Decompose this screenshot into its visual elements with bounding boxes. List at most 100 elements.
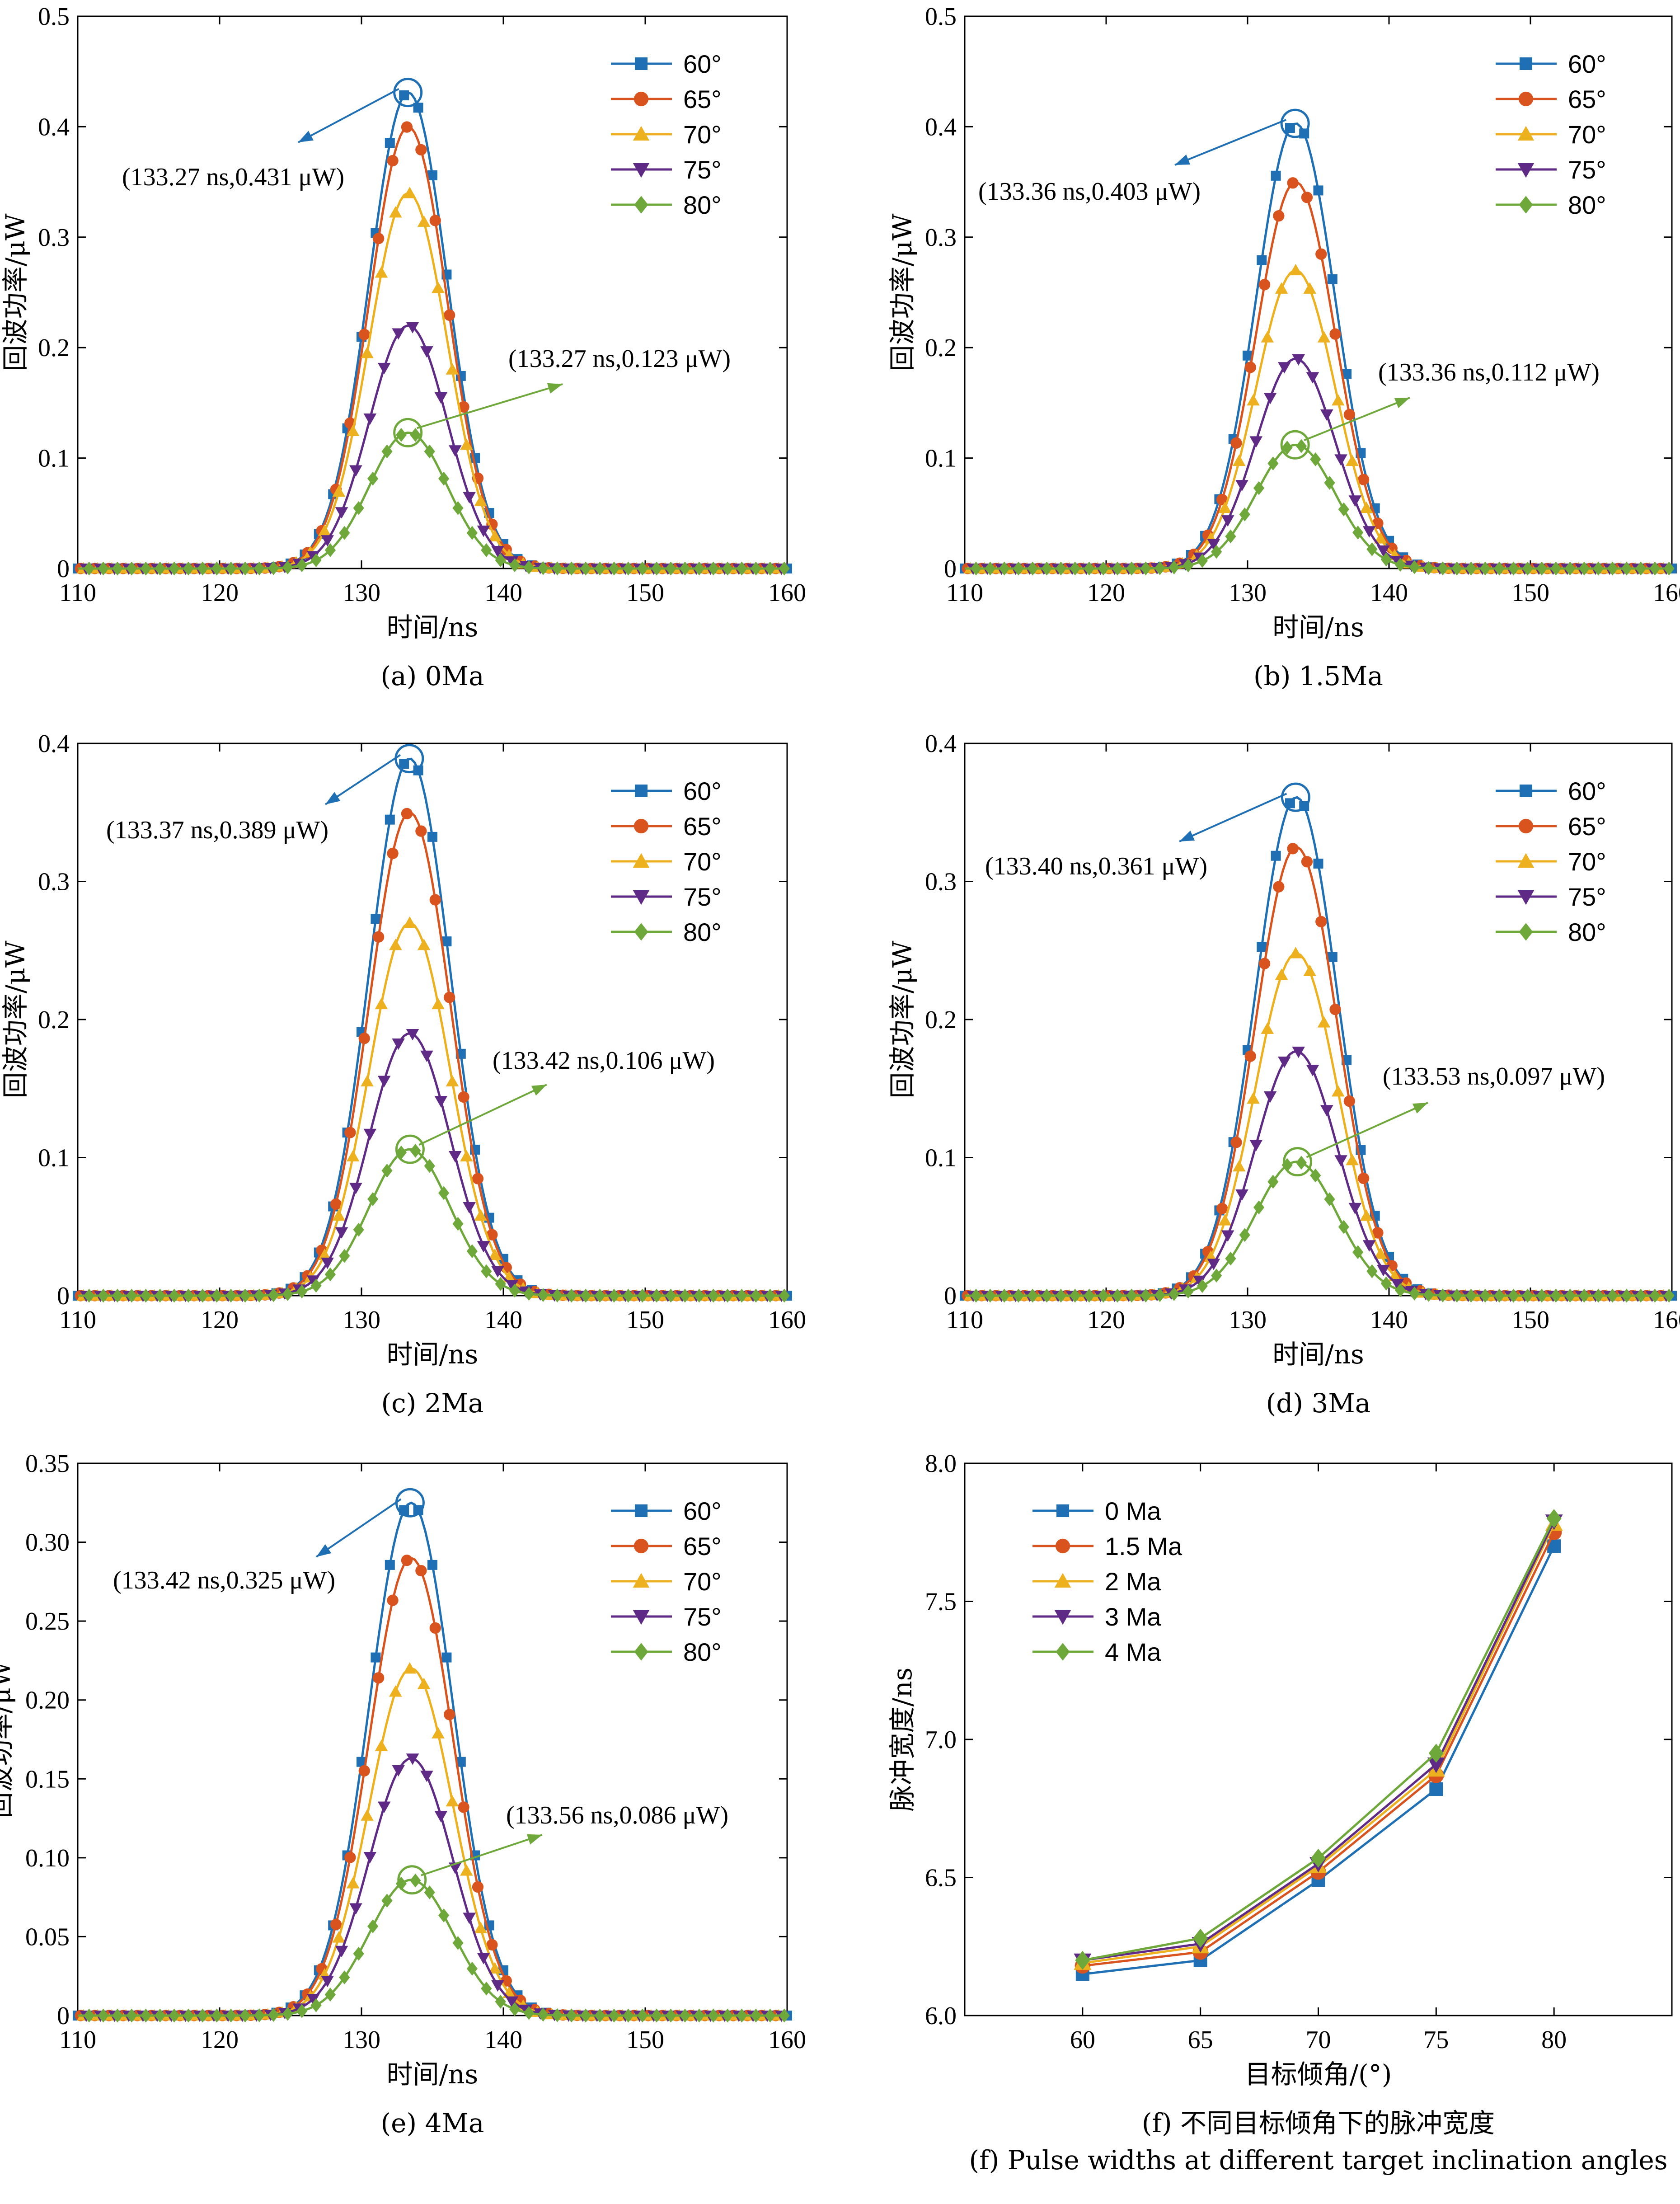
data-point [1427, 1757, 1445, 1773]
x-tick-label: 130 [1229, 579, 1267, 607]
data-point [84, 561, 95, 576]
data-point [282, 1287, 293, 1301]
plot-frame [77, 15, 788, 569]
legend-label: 65° [683, 1532, 722, 1560]
data-point [432, 281, 445, 293]
data-point [537, 561, 549, 575]
legend-marker [1517, 163, 1535, 178]
y-tick-label: 0.2 [925, 1006, 957, 1034]
data-point [344, 1852, 356, 1863]
series-line [965, 1161, 1672, 1297]
data-point [1578, 561, 1590, 576]
data-point [452, 501, 464, 515]
y-tick-label: 0.2 [38, 1006, 70, 1034]
legend-label: 65° [1568, 85, 1606, 113]
data-point [387, 155, 399, 167]
x-tick-label: 110 [59, 2026, 96, 2054]
data-point [1211, 1269, 1222, 1283]
panel-caption: (e) 4Ma [381, 2108, 484, 2138]
data-point [349, 1903, 362, 1915]
annotation-label: (133.27 ns,0.431 μW) [122, 163, 344, 191]
data-point [637, 2008, 648, 2023]
legend-marker [634, 91, 649, 107]
data-point [1289, 947, 1302, 959]
data-point [358, 1765, 370, 1777]
data-point [126, 561, 137, 576]
data-point [452, 1936, 464, 1950]
data-point [1235, 480, 1248, 492]
data-point [310, 553, 322, 567]
data-point [169, 2008, 180, 2023]
data-point [466, 1244, 478, 1259]
y-tick-label: 0.1 [925, 1144, 957, 1172]
x-tick-label: 120 [1087, 579, 1125, 607]
data-point [1320, 409, 1333, 421]
x-tick-label: 130 [343, 1306, 380, 1334]
data-point [1041, 561, 1052, 576]
data-point [1346, 1154, 1359, 1165]
data-point [1168, 1287, 1180, 1301]
data-point [84, 1288, 95, 1303]
data-point [432, 1727, 445, 1739]
data-point [566, 2008, 577, 2023]
data-point [1287, 177, 1299, 189]
data-point [448, 1151, 462, 1163]
data-point [1635, 561, 1647, 576]
legend-marker [1517, 890, 1535, 905]
data-point [750, 561, 762, 576]
data-point [1041, 1288, 1052, 1303]
data-point [324, 1988, 336, 2002]
data-point [373, 931, 385, 943]
data-point [1465, 561, 1477, 576]
data-point [486, 1229, 498, 1241]
data-point [1295, 439, 1307, 453]
data-point [446, 1795, 459, 1807]
annotation-arrow-shaft [1306, 1102, 1428, 1158]
data-point [211, 2008, 222, 2023]
data-point [346, 1150, 360, 1161]
data-point [1334, 1155, 1347, 1167]
series-line [965, 269, 1672, 570]
data-point [253, 561, 265, 576]
data-point [1303, 964, 1317, 976]
data-point [1027, 561, 1038, 576]
legend-marker [633, 1610, 650, 1625]
legend-marker [1054, 1573, 1071, 1588]
data-point [155, 1288, 166, 1303]
annotation-arrow-head [1175, 154, 1191, 165]
x-tick-label: 120 [201, 2026, 239, 2054]
data-point [1285, 798, 1295, 808]
legend-label: 2 Ma [1105, 1567, 1161, 1596]
data-point [1244, 362, 1256, 373]
data-point [417, 1678, 431, 1689]
data-point [420, 1050, 433, 1062]
data-point [389, 206, 402, 218]
annotation-arrow-shaft [1304, 397, 1410, 442]
y-axis-title: 回波功率/μW [0, 940, 31, 1098]
data-point [183, 561, 194, 576]
data-point [367, 471, 379, 486]
data-point [155, 561, 166, 576]
data-point [466, 1961, 478, 1976]
data-point [239, 1288, 251, 1303]
data-point [429, 894, 441, 906]
data-point [1258, 958, 1271, 969]
data-point [679, 561, 691, 576]
data-point [183, 2008, 194, 2023]
legend-marker [1518, 818, 1534, 834]
data-point [552, 561, 563, 576]
data-point [523, 2006, 535, 2020]
x-tick-label: 130 [1229, 1306, 1267, 1334]
data-point [1437, 561, 1449, 576]
data-point [509, 2002, 521, 2016]
data-point [371, 914, 381, 924]
data-point [491, 1980, 504, 1992]
data-point [1494, 1288, 1505, 1303]
annotation-arrow-shaft [421, 1834, 543, 1876]
data-point [1273, 881, 1285, 893]
data-point [140, 2008, 151, 2023]
legend-label: 75° [683, 1602, 722, 1631]
data-point [381, 1163, 393, 1178]
data-point [765, 2008, 776, 2023]
x-tick-label: 65 [1188, 2026, 1213, 2054]
